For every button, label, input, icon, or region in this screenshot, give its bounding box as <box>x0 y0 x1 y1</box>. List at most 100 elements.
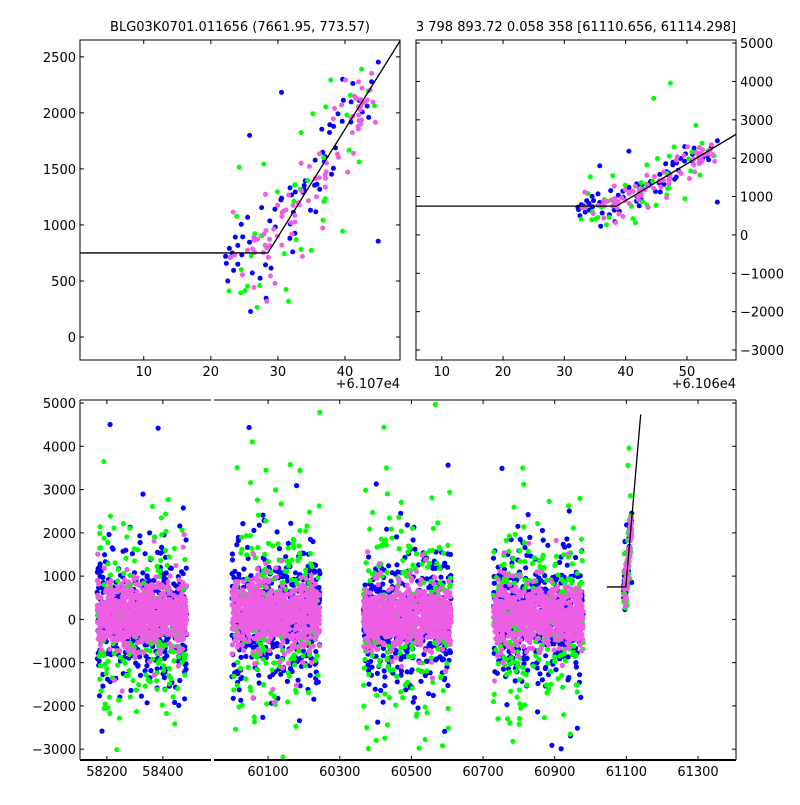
data-point <box>283 569 288 574</box>
data-point <box>116 698 121 703</box>
data-point <box>362 666 367 671</box>
data-point <box>255 305 260 310</box>
data-point <box>181 505 186 510</box>
data-point <box>574 653 579 658</box>
data-point <box>136 682 141 687</box>
data-point <box>250 439 255 444</box>
data-point <box>286 193 291 198</box>
data-point <box>169 566 174 571</box>
data-point <box>285 679 290 684</box>
data-point <box>549 743 554 748</box>
data-point <box>547 499 552 504</box>
data-point <box>400 558 405 563</box>
data-point <box>255 498 260 503</box>
data-point <box>321 155 326 160</box>
data-point <box>294 683 299 688</box>
data-point <box>277 546 282 551</box>
data-point <box>423 704 428 709</box>
data-point <box>410 667 415 672</box>
data-point <box>569 581 574 586</box>
data-point <box>286 545 291 550</box>
data-point <box>521 524 526 529</box>
data-point <box>159 532 164 537</box>
data-point <box>177 678 182 683</box>
data-point <box>375 720 380 725</box>
data-point <box>140 492 145 497</box>
data-point <box>261 232 266 237</box>
data-point <box>277 659 282 664</box>
data-point <box>279 501 284 506</box>
data-point <box>235 465 240 470</box>
data-point <box>364 725 369 730</box>
data-point <box>166 673 171 678</box>
data-point <box>244 533 249 538</box>
data-point <box>263 661 268 666</box>
data-point <box>269 611 274 616</box>
data-point <box>329 172 334 177</box>
data-point <box>429 495 434 500</box>
data-point <box>715 200 720 205</box>
data-point <box>116 567 121 572</box>
data-point <box>106 532 111 537</box>
data-point <box>293 724 298 729</box>
data-point <box>269 266 274 271</box>
data-point <box>296 678 301 683</box>
data-point <box>258 580 263 585</box>
data-point <box>132 558 137 563</box>
data-point <box>710 152 715 157</box>
data-point <box>386 563 391 568</box>
data-point <box>437 580 442 585</box>
data-point <box>697 173 702 178</box>
data-point <box>285 624 290 629</box>
y-tick-label: 3000 <box>43 484 76 499</box>
data-point <box>313 209 318 214</box>
data-point <box>350 81 355 86</box>
data-point <box>136 622 141 627</box>
data-point <box>639 180 644 185</box>
data-point <box>502 562 507 567</box>
data-point <box>230 626 235 631</box>
data-point <box>160 702 165 707</box>
data-point <box>274 575 279 580</box>
x-tick-label: 20 <box>495 365 512 380</box>
data-point <box>163 548 168 553</box>
data-point <box>309 578 314 583</box>
data-point <box>304 523 309 528</box>
y-tick-label: 2000 <box>43 527 76 542</box>
data-point <box>323 176 328 181</box>
data-point <box>654 203 659 208</box>
data-point <box>248 480 253 485</box>
data-point <box>504 672 509 677</box>
y-tick-label: −1000 <box>32 657 76 672</box>
data-point <box>396 515 401 520</box>
data-point <box>292 587 297 592</box>
data-point <box>305 619 310 624</box>
data-point <box>235 635 240 640</box>
data-point <box>242 603 247 608</box>
data-point <box>700 141 705 146</box>
data-point <box>431 526 436 531</box>
data-point <box>289 557 294 562</box>
data-point <box>270 667 275 672</box>
data-point <box>154 574 159 579</box>
data-point <box>131 678 136 683</box>
data-point <box>255 624 260 629</box>
data-point <box>693 123 698 128</box>
data-point <box>644 162 649 167</box>
data-point <box>670 162 675 167</box>
data-point <box>678 170 683 175</box>
data-point <box>179 569 184 574</box>
data-point <box>317 175 322 180</box>
data-point <box>524 682 529 687</box>
y-tick-label: 4000 <box>740 75 773 90</box>
data-point <box>348 93 353 98</box>
data-point <box>251 235 256 240</box>
data-point <box>340 229 345 234</box>
data-point <box>687 176 692 181</box>
data-point <box>376 663 381 668</box>
data-point <box>232 569 237 574</box>
data-point <box>263 468 268 473</box>
data-point <box>288 462 293 467</box>
data-point <box>258 276 263 281</box>
data-point <box>129 588 134 593</box>
